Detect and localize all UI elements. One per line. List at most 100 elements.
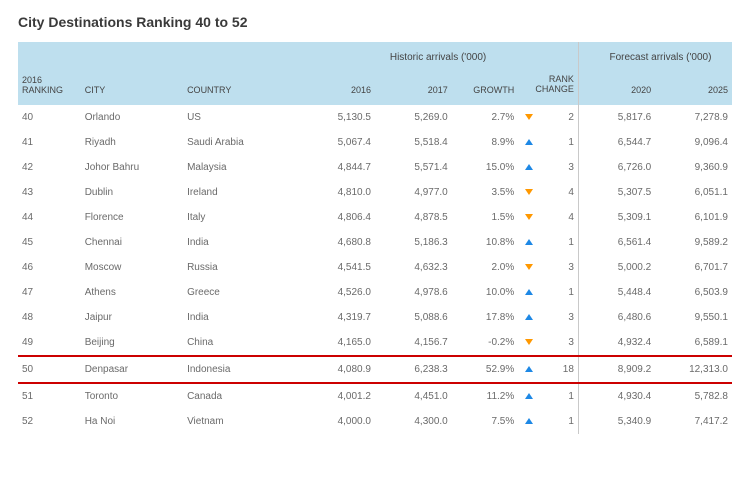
cell-rank-change-arrow — [518, 330, 540, 356]
table-row: 46MoscowRussia4,541.54,632.32.0%35,000.2… — [18, 255, 732, 280]
table-row: 47AthensGreece4,526.04,978.610.0%15,448.… — [18, 280, 732, 305]
cell-growth: 15.0% — [452, 155, 519, 180]
group-header-row: Historic arrivals ('000) Forecast arriva… — [18, 42, 732, 69]
cell-2020: 5,448.4 — [578, 280, 655, 305]
cell-2017: 4,300.0 — [375, 409, 452, 434]
cell-rank: 43 — [18, 180, 81, 205]
cell-country: Canada — [183, 383, 298, 409]
header-growth: GROWTH — [452, 69, 519, 105]
cell-city: Denpasar — [81, 356, 183, 383]
cell-country: India — [183, 230, 298, 255]
cell-country: Greece — [183, 280, 298, 305]
cell-2020: 6,561.4 — [578, 230, 655, 255]
cell-rank-change-value: 1 — [540, 409, 578, 434]
header-rank-change: RANK CHANGE — [518, 69, 578, 105]
cell-rank-change-value: 1 — [540, 230, 578, 255]
cell-city: Chennai — [81, 230, 183, 255]
cell-city: Athens — [81, 280, 183, 305]
header-ranking: 2016 RANKING — [18, 69, 81, 105]
cell-rank: 51 — [18, 383, 81, 409]
cell-2017: 4,977.0 — [375, 180, 452, 205]
cell-rank: 52 — [18, 409, 81, 434]
table-row: 40OrlandoUS5,130.55,269.02.7%25,817.67,2… — [18, 105, 732, 130]
cell-growth: 11.2% — [452, 383, 519, 409]
cell-rank-change-value: 3 — [540, 155, 578, 180]
cell-2025: 12,313.0 — [655, 356, 732, 383]
cell-2017: 4,156.7 — [375, 330, 452, 356]
arrow-up-icon — [525, 366, 533, 372]
cell-country: India — [183, 305, 298, 330]
group-header-forecast: Forecast arrivals ('000) — [578, 42, 732, 69]
cell-city: Riyadh — [81, 130, 183, 155]
cell-rank: 42 — [18, 155, 81, 180]
cell-2016: 5,067.4 — [298, 130, 375, 155]
cell-2017: 4,451.0 — [375, 383, 452, 409]
cell-growth: 2.0% — [452, 255, 519, 280]
arrow-down-icon — [525, 189, 533, 195]
cell-country: Ireland — [183, 180, 298, 205]
header-2025: 2025 — [655, 69, 732, 105]
cell-rank-change-value: 4 — [540, 205, 578, 230]
cell-2025: 5,782.8 — [655, 383, 732, 409]
cell-city: Orlando — [81, 105, 183, 130]
cell-2025: 6,503.9 — [655, 280, 732, 305]
cell-rank-change-value: 1 — [540, 280, 578, 305]
arrow-down-icon — [525, 114, 533, 120]
cell-rank-change-arrow — [518, 130, 540, 155]
cell-growth: 3.5% — [452, 180, 519, 205]
cell-rank: 41 — [18, 130, 81, 155]
arrow-down-icon — [525, 264, 533, 270]
cell-2016: 5,130.5 — [298, 105, 375, 130]
cell-2017: 5,088.6 — [375, 305, 452, 330]
cell-2016: 4,000.0 — [298, 409, 375, 434]
cell-2020: 5,817.6 — [578, 105, 655, 130]
cell-2017: 5,571.4 — [375, 155, 452, 180]
cell-2017: 4,978.6 — [375, 280, 452, 305]
cell-2020: 4,930.4 — [578, 383, 655, 409]
cell-2017: 4,632.3 — [375, 255, 452, 280]
table-row: 49BeijingChina4,165.04,156.7-0.2%34,932.… — [18, 330, 732, 356]
cell-city: Beijing — [81, 330, 183, 356]
column-header-row: 2016 RANKING CITY COUNTRY 2016 2017 GROW… — [18, 69, 732, 105]
arrow-up-icon — [525, 239, 533, 245]
cell-rank-change-arrow — [518, 255, 540, 280]
cell-growth: 52.9% — [452, 356, 519, 383]
cell-rank-change-value: 2 — [540, 105, 578, 130]
cell-2020: 8,909.2 — [578, 356, 655, 383]
cell-country: Russia — [183, 255, 298, 280]
cell-rank-change-value: 1 — [540, 130, 578, 155]
table-row: 45ChennaiIndia4,680.85,186.310.8%16,561.… — [18, 230, 732, 255]
arrow-up-icon — [525, 289, 533, 295]
cell-2017: 6,238.3 — [375, 356, 452, 383]
cell-2025: 9,550.1 — [655, 305, 732, 330]
table-row: 50DenpasarIndonesia4,080.96,238.352.9%18… — [18, 356, 732, 383]
cell-country: US — [183, 105, 298, 130]
cell-country: Italy — [183, 205, 298, 230]
cell-rank: 47 — [18, 280, 81, 305]
page-title: City Destinations Ranking 40 to 52 — [18, 14, 732, 30]
arrow-down-icon — [525, 214, 533, 220]
rankings-table: Historic arrivals ('000) Forecast arriva… — [18, 42, 732, 434]
cell-country: Indonesia — [183, 356, 298, 383]
table-row: 42Johor BahruMalaysia4,844.75,571.415.0%… — [18, 155, 732, 180]
table-row: 52Ha NoiVietnam4,000.04,300.07.5%15,340.… — [18, 409, 732, 434]
cell-rank-change-value: 1 — [540, 383, 578, 409]
cell-2017: 5,269.0 — [375, 105, 452, 130]
arrow-up-icon — [525, 393, 533, 399]
arrow-up-icon — [525, 164, 533, 170]
cell-2025: 7,417.2 — [655, 409, 732, 434]
cell-country: Vietnam — [183, 409, 298, 434]
cell-2016: 4,080.9 — [298, 356, 375, 383]
cell-rank: 44 — [18, 205, 81, 230]
cell-2020: 6,480.6 — [578, 305, 655, 330]
header-2016: 2016 — [298, 69, 375, 105]
cell-rank: 40 — [18, 105, 81, 130]
cell-2020: 5,340.9 — [578, 409, 655, 434]
cell-2016: 4,541.5 — [298, 255, 375, 280]
cell-2025: 9,589.2 — [655, 230, 732, 255]
cell-growth: 10.8% — [452, 230, 519, 255]
cell-rank: 50 — [18, 356, 81, 383]
cell-rank-change-arrow — [518, 305, 540, 330]
cell-rank-change-arrow — [518, 230, 540, 255]
cell-2025: 9,360.9 — [655, 155, 732, 180]
